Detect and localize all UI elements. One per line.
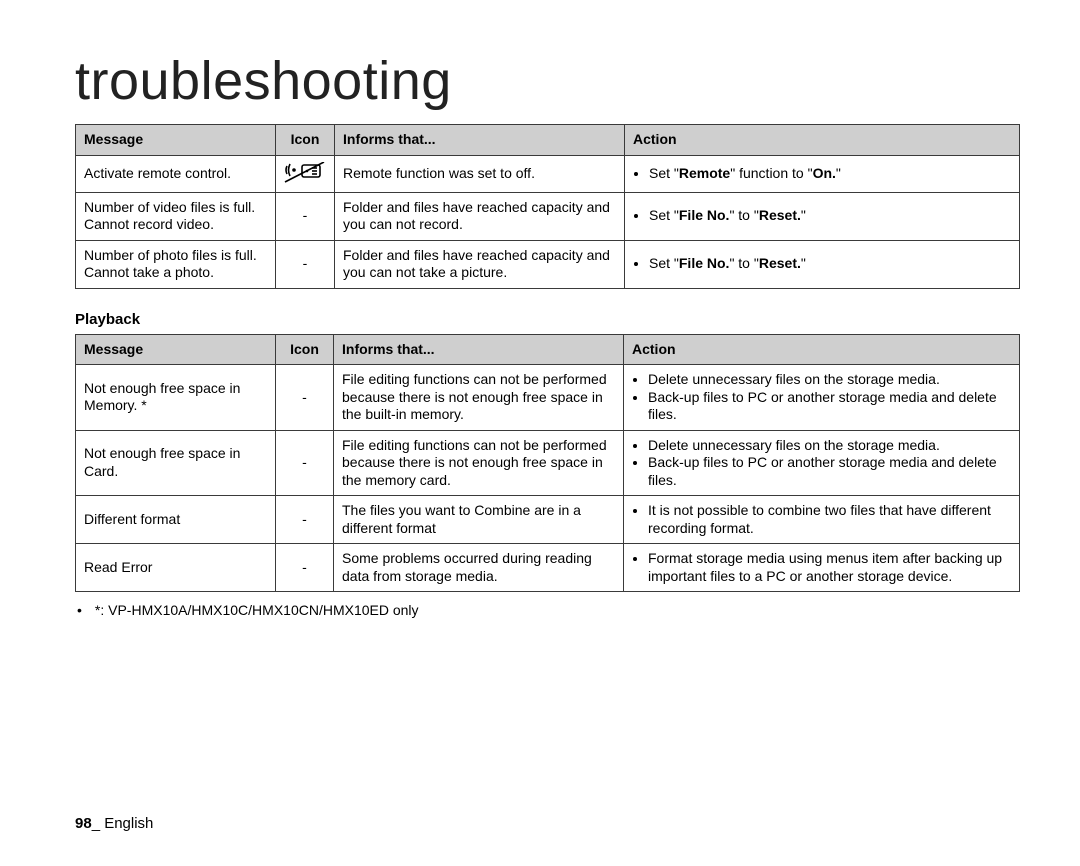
- table-header-row: Message Icon Informs that... Action: [76, 334, 1020, 365]
- cell-icon: -: [276, 544, 334, 592]
- page-title: troubleshooting: [75, 50, 1020, 112]
- table-row: Not enough free space in Card. - File ed…: [76, 430, 1020, 496]
- table-row: Not enough free space in Memory. * - Fil…: [76, 365, 1020, 431]
- page-number: 98: [75, 815, 92, 832]
- footnote: • *: VP-HMX10A/HMX10C/HMX10CN/HMX10ED on…: [75, 602, 1020, 618]
- header-message: Message: [76, 334, 276, 365]
- action-item: Set "File No." to "Reset.": [649, 255, 1011, 273]
- page-container: troubleshooting Message Icon Informs tha…: [0, 0, 1080, 866]
- action-item: Back-up files to PC or another storage m…: [648, 454, 1011, 489]
- footnote-text: *: VP-HMX10A/HMX10C/HMX10CN/HMX10ED only: [95, 602, 419, 618]
- action-item: Delete unnecessary files on the storage …: [648, 371, 1011, 389]
- header-action: Action: [625, 125, 1020, 156]
- cell-message: Activate remote control.: [76, 155, 276, 192]
- table-row: Different format - The files you want to…: [76, 496, 1020, 544]
- table-playback: Message Icon Informs that... Action Not …: [75, 334, 1020, 593]
- action-item: It is not possible to combine two files …: [648, 502, 1011, 537]
- cell-message: Number of video files is full. Cannot re…: [76, 192, 276, 240]
- action-item: Back-up files to PC or another storage m…: [648, 389, 1011, 424]
- cell-informs: The files you want to Combine are in a d…: [334, 496, 624, 544]
- page-footer: 98_ English: [75, 815, 153, 832]
- header-action: Action: [624, 334, 1020, 365]
- cell-icon: -: [276, 192, 335, 240]
- action-item: Format storage media using menus item af…: [648, 550, 1011, 585]
- table-row: Read Error - Some problems occurred duri…: [76, 544, 1020, 592]
- cell-action: Delete unnecessary files on the storage …: [624, 430, 1020, 496]
- remote-off-icon: [284, 162, 326, 186]
- cell-message: Number of photo files is full. Cannot ta…: [76, 240, 276, 288]
- cell-informs: Some problems occurred during reading da…: [334, 544, 624, 592]
- footer-lang: English: [104, 815, 153, 832]
- bullet-icon: •: [77, 602, 91, 618]
- cell-icon: [276, 155, 335, 192]
- table-header-row: Message Icon Informs that... Action: [76, 125, 1020, 156]
- action-item: Set "File No." to "Reset.": [649, 207, 1011, 225]
- cell-informs: File editing functions can not be perfor…: [334, 365, 624, 431]
- cell-icon: -: [276, 430, 334, 496]
- header-informs: Informs that...: [335, 125, 625, 156]
- cell-action: Set "Remote" function to "On.": [625, 155, 1020, 192]
- table-general: Message Icon Informs that... Action Acti…: [75, 124, 1020, 289]
- action-item: Set "Remote" function to "On.": [649, 165, 1011, 183]
- cell-informs: File editing functions can not be perfor…: [334, 430, 624, 496]
- cell-message: Read Error: [76, 544, 276, 592]
- header-message: Message: [76, 125, 276, 156]
- cell-informs: Remote function was set to off.: [335, 155, 625, 192]
- table-row: Number of photo files is full. Cannot ta…: [76, 240, 1020, 288]
- cell-message: Not enough free space in Card.: [76, 430, 276, 496]
- cell-action: Set "File No." to "Reset.": [625, 192, 1020, 240]
- cell-icon: -: [276, 496, 334, 544]
- cell-icon: -: [276, 365, 334, 431]
- cell-icon: -: [276, 240, 335, 288]
- action-item: Delete unnecessary files on the storage …: [648, 437, 1011, 455]
- cell-informs: Folder and files have reached capacity a…: [335, 240, 625, 288]
- cell-action: It is not possible to combine two files …: [624, 496, 1020, 544]
- cell-action: Set "File No." to "Reset.": [625, 240, 1020, 288]
- footer-separator: _: [92, 815, 105, 832]
- cell-message: Not enough free space in Memory. *: [76, 365, 276, 431]
- section-playback-title: Playback: [75, 311, 1020, 328]
- cell-informs: Folder and files have reached capacity a…: [335, 192, 625, 240]
- table-row: Number of video files is full. Cannot re…: [76, 192, 1020, 240]
- header-icon: Icon: [276, 125, 335, 156]
- header-informs: Informs that...: [334, 334, 624, 365]
- cell-action: Delete unnecessary files on the storage …: [624, 365, 1020, 431]
- cell-message: Different format: [76, 496, 276, 544]
- header-icon: Icon: [276, 334, 334, 365]
- table-row: Activate remote control.: [76, 155, 1020, 192]
- cell-action: Format storage media using menus item af…: [624, 544, 1020, 592]
